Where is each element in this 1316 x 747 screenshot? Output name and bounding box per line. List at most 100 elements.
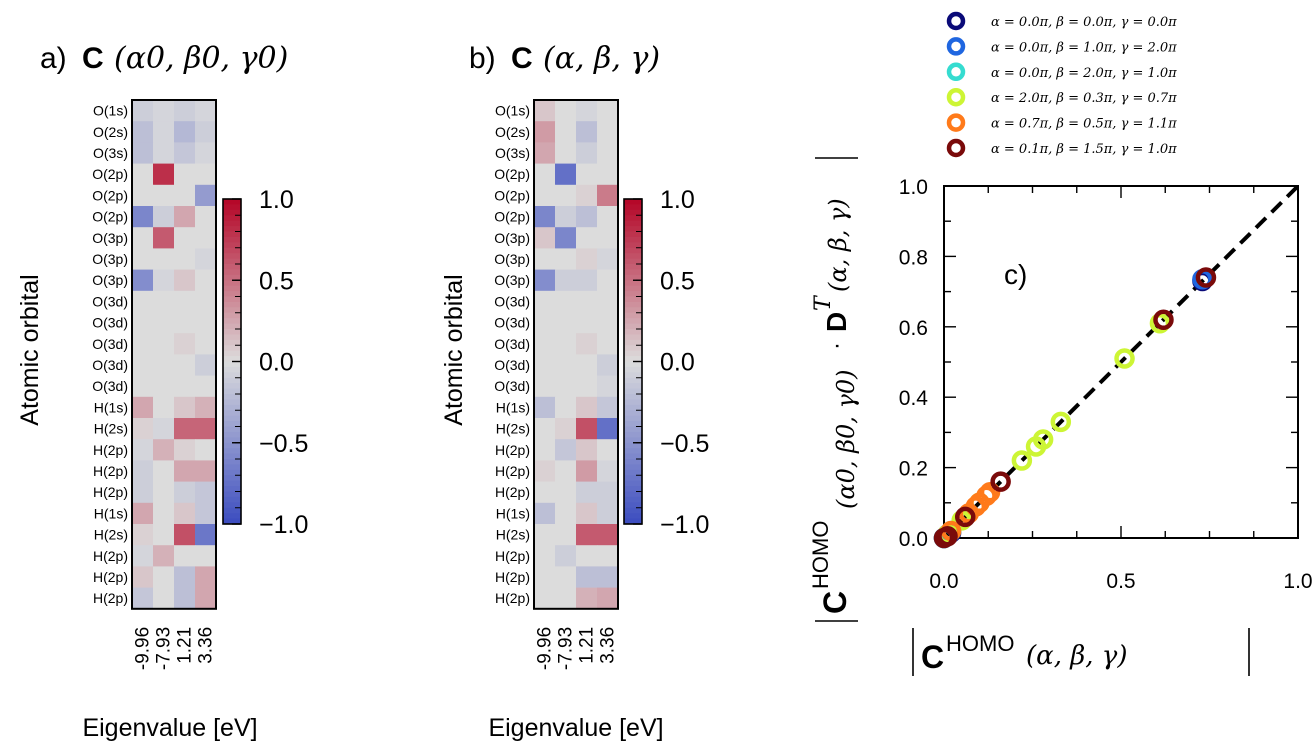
panel-c-point	[937, 525, 958, 547]
panel-a-row-label: H(2p)	[93, 463, 128, 479]
panel-a-cell	[174, 290, 196, 313]
panel-b-colorbar-segment	[624, 329, 642, 335]
legend-marker	[946, 113, 966, 132]
panel-a-row-label: O(3d)	[92, 336, 128, 352]
panel-a-cell	[174, 566, 196, 588]
panel-b-cell	[555, 121, 577, 143]
panel-b-colorbar-segment	[624, 204, 642, 211]
panel-a-cell	[174, 418, 196, 440]
panel-a-cell	[195, 375, 217, 398]
panel-b-cell	[555, 460, 577, 482]
panel-a-cell	[195, 121, 217, 143]
panel-c-point	[1114, 348, 1135, 369]
panel-b-colorbar: 1.0 0.5 0.0 −0.5 −1.0	[623, 186, 709, 539]
panel-c-point	[976, 485, 997, 507]
panel-a-colorbar-segment	[223, 323, 241, 330]
panel-a-cell	[174, 184, 196, 207]
panel-b-colorbar-segment	[624, 350, 642, 357]
panel-b-row-label: O(3p)	[494, 230, 530, 246]
panel-a-colorbar-segment	[223, 502, 241, 509]
panel-b-cell	[597, 312, 619, 334]
panel-c-xtick-label: 0.5	[1106, 570, 1135, 593]
panel-a-cell	[132, 184, 154, 207]
panel-a-row-label: H(1s)	[94, 505, 128, 521]
panel-a-cell	[132, 142, 154, 164]
panel-a-cell	[174, 524, 196, 546]
panel-a-cell	[174, 375, 196, 398]
panel-b-cell	[555, 100, 577, 122]
panel-b-cell	[555, 418, 577, 440]
panel-b-cell	[597, 206, 619, 228]
panel-b-colorbar-segment	[624, 226, 642, 232]
panel-a-row-label: O(3d)	[92, 293, 128, 309]
panel-a-cell	[153, 121, 175, 143]
legend-marker	[946, 37, 966, 56]
panel-a-colorbar-segment	[223, 274, 241, 281]
panel-b-row-label: H(1s)	[496, 399, 530, 415]
panel-a-colorbar-segment	[223, 253, 241, 260]
panel-b-cell	[534, 439, 556, 461]
panel-c-ylabel-matrix: C	[817, 591, 853, 614]
panel-a-colorbar-segment	[223, 350, 241, 357]
panel-a-cell	[132, 333, 154, 355]
panel-b-cell	[576, 587, 598, 610]
panel-a-cell	[132, 524, 154, 546]
panel-b-cell	[597, 566, 619, 588]
panel-b-cell	[534, 100, 556, 122]
panel-b-colorbar-tick-label: 0.0	[660, 349, 695, 377]
panel-c-ylabel-dot: ·	[823, 342, 850, 350]
panel-a-col-label: 3.36	[196, 627, 217, 664]
panel-a-cell	[153, 545, 175, 567]
panel-b-colorbar-segment	[624, 453, 642, 460]
panel-b-row-label: O(3d)	[494, 357, 530, 373]
panel-b-colorbar-segment	[624, 366, 642, 373]
panel-a-cell	[132, 227, 154, 249]
panel-b-colorbar-segment	[624, 437, 642, 444]
panel-b-cell	[555, 375, 577, 398]
panel-b-cell	[597, 524, 619, 546]
panel-c-legend: α = 0.0π, β = 0.0π, γ = 0.0π α = 0.0π, β …	[946, 11, 1177, 158]
panel-a-title-matrix: C	[82, 42, 104, 75]
panel-b-cell	[555, 206, 577, 228]
panel-c-point	[954, 506, 976, 528]
panel-a-colorbar-segment	[223, 394, 241, 400]
panel-a-cell	[195, 545, 217, 567]
panel-b-cell	[576, 312, 598, 334]
panel-b-cell	[576, 227, 598, 249]
panel-b-row-label: O(2p)	[494, 166, 530, 182]
panel-a-colorbar-segment	[223, 513, 241, 520]
panel-a-row-label: O(2s)	[93, 124, 128, 140]
panel-b-xlabel: Eigenvalue [eV]	[488, 714, 663, 742]
panel-b-cell	[534, 502, 556, 525]
panel-a-colorbar-segment	[223, 339, 241, 346]
panel-b-row-label: H(2p)	[495, 569, 530, 585]
panel-a-colorbar-segment	[223, 431, 241, 438]
panel-b-cell	[597, 121, 619, 143]
panel-b-cell	[576, 396, 598, 419]
panel-b-colorbar-segment	[624, 448, 642, 455]
panel-a-colorbar-segment	[223, 415, 241, 422]
panel-a-colorbar-segment	[223, 426, 241, 433]
panel-b-cell	[555, 142, 577, 164]
panel-b-colorbar-segment	[624, 361, 642, 368]
panel-b-colorbar-segment	[624, 377, 642, 384]
panel-b-colorbar-segment	[624, 291, 642, 297]
panel-a-cell	[153, 206, 175, 228]
panel-a-cell	[195, 227, 217, 249]
panel-a-colorbar-segment	[223, 269, 241, 276]
panel-b-colorbar-segment	[624, 274, 642, 281]
panel-c-scatter: 0.0 0.5 1.0 0.0 0.2 0.4 0.6 0.8 1.0 c)	[899, 176, 1313, 593]
panel-a-colorbar-segment	[223, 442, 241, 449]
panel-b-cell	[597, 184, 619, 207]
panel-b-colorbar-segment	[624, 469, 642, 476]
panel-a-row-label: H(2p)	[93, 484, 128, 500]
panel-a-colorbar-segment	[223, 496, 241, 503]
panel-c-point	[1195, 267, 1217, 288]
panel-b-cell	[555, 354, 577, 376]
panel-b-cell	[555, 163, 577, 186]
panel-a-row-label: O(3p)	[92, 230, 128, 246]
panel-c-ytick-label: 0.0	[899, 528, 928, 551]
panel-b-heatmap: O(1s) O(2s) O(3s) O(2p) O(2p) O(2p) O(3p) O(3p)…	[494, 99, 619, 670]
panel-a-cell	[153, 312, 175, 334]
panel-b-cell	[555, 333, 577, 355]
